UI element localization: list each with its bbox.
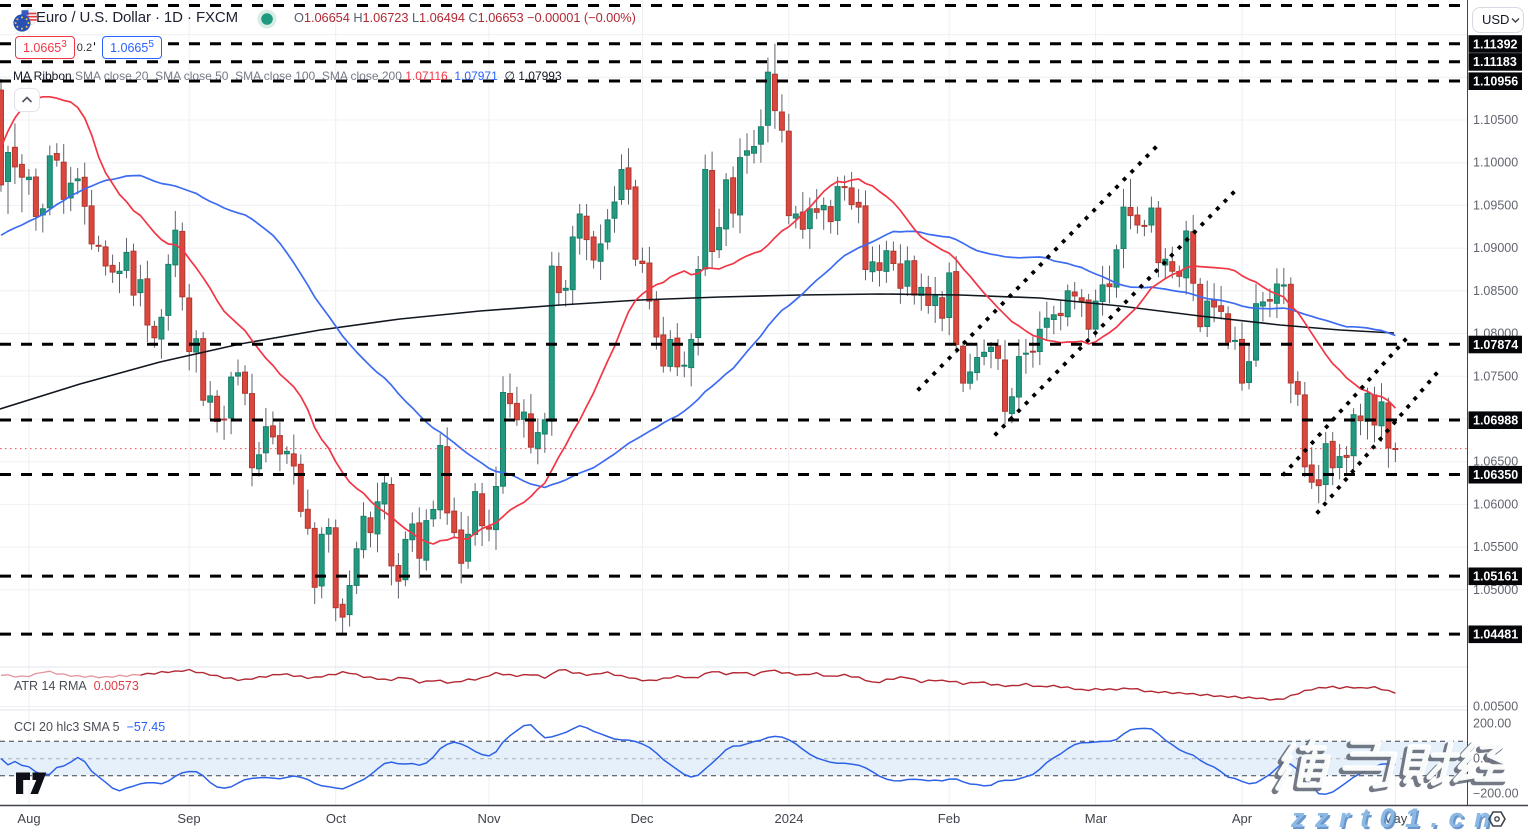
svg-text:1.06000: 1.06000 [1473,497,1518,511]
svg-text:1.06988: 1.06988 [1473,414,1518,428]
svg-text:Nov: Nov [477,811,501,826]
svg-text:2024: 2024 [775,811,804,826]
svg-text:1.06500: 1.06500 [1473,455,1518,469]
svg-text:1.10000: 1.10000 [1473,156,1518,170]
svg-text:Sep: Sep [177,811,200,826]
svg-text:0.00500: 0.00500 [1473,700,1518,714]
svg-text:May: May [1383,811,1408,826]
svg-text:200.00: 200.00 [1473,717,1511,731]
svg-text:1.09500: 1.09500 [1473,198,1518,212]
svg-text:Mar: Mar [1085,811,1108,826]
svg-text:1.10956: 1.10956 [1473,75,1518,89]
svg-text:Oct: Oct [326,811,347,826]
svg-text:1.05000: 1.05000 [1473,583,1518,597]
svg-text:Aug: Aug [17,811,40,826]
svg-text:Apr: Apr [1232,811,1253,826]
svg-text:1.04481: 1.04481 [1473,628,1518,642]
svg-text:1.09000: 1.09000 [1473,241,1518,255]
svg-text:1.10500: 1.10500 [1473,113,1518,127]
svg-text:Feb: Feb [938,811,960,826]
svg-text:zzrt01.cn: zzrt01.cn [1290,803,1501,833]
svg-text:1.05500: 1.05500 [1473,540,1518,554]
svg-text:1.11183: 1.11183 [1473,55,1517,69]
svg-text:1.11392: 1.11392 [1473,37,1518,51]
svg-text:zzrt01.cn: zzrt01.cn [1292,805,1503,833]
svg-text:Dec: Dec [630,811,654,826]
svg-text:1.07874: 1.07874 [1473,338,1518,352]
svg-text:1.06350: 1.06350 [1473,468,1518,482]
svg-text:−200.00: −200.00 [1473,787,1519,801]
svg-text:1.05161: 1.05161 [1473,570,1518,584]
svg-text:1.08500: 1.08500 [1473,284,1518,298]
svg-text:1.07500: 1.07500 [1473,369,1518,383]
